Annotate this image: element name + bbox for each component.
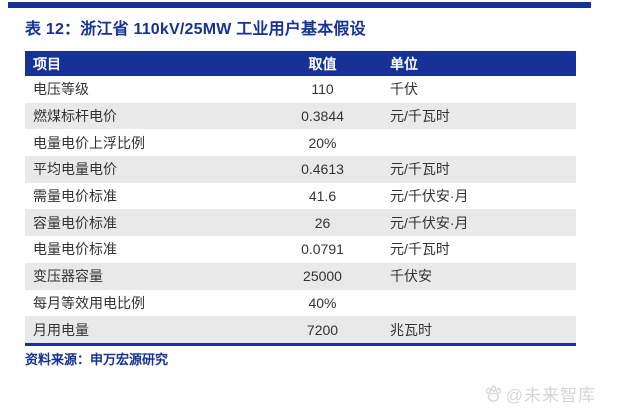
cell-unit: 元/千伏安·月 [390, 188, 469, 205]
table-body: 电压等级 110 千伏 燃煤标杆电价 0.3844 元/千瓦时 电量电价上浮比例 20% 平均电… [25, 76, 576, 343]
cell-value: 26 [314, 214, 331, 231]
cell-value: 110 [311, 81, 334, 98]
cell-value: 7200 [306, 321, 339, 338]
cell-value: 0.4613 [301, 161, 344, 178]
cell-unit: 元/千瓦时 [390, 108, 450, 125]
cell-item: 变压器容量 [33, 268, 103, 285]
cell-unit: 元/千瓦时 [390, 161, 450, 178]
table-row: 每月等效用电比例 40% [25, 289, 576, 317]
table-header-row: 项目 取值 单位 [25, 51, 576, 76]
cell-item: 每月等效用电比例 [33, 294, 145, 311]
cell-value: 20% [308, 134, 337, 151]
table-row: 电量电价上浮比例 20% [25, 129, 576, 157]
cell-unit: 千伏 [390, 81, 418, 98]
cell-value: 40% [308, 294, 337, 311]
table-row: 月用电量 7200 兆瓦时 [25, 316, 576, 343]
cell-item: 平均电量电价 [33, 161, 117, 178]
header-value: 取值 [308, 55, 337, 72]
watermark-text: @未来智库 [505, 386, 596, 405]
cell-value: 0.3844 [301, 108, 344, 125]
cell-value: 41.6 [308, 188, 337, 205]
data-source-note: 资料来源：申万宏源研究 [25, 352, 169, 367]
table-row: 电压等级 110 千伏 [25, 76, 576, 103]
table-row: 电量电价标准 0.0791 元/千瓦时 [25, 236, 576, 263]
cell-unit: 千伏安 [390, 268, 432, 285]
table-row: 平均电量电价 0.4613 元/千瓦时 [25, 156, 576, 183]
header-unit: 单位 [390, 55, 418, 72]
watermark: @未来智库 [484, 381, 596, 406]
table-row: 变压器容量 25000 千伏安 [25, 262, 576, 290]
cell-item: 容量电价标准 [33, 214, 117, 231]
cell-item: 电压等级 [33, 81, 89, 98]
cell-value: 25000 [303, 268, 342, 285]
table-row: 燃煤标杆电价 0.3844 元/千瓦时 [25, 102, 576, 130]
cell-value: 0.0791 [301, 241, 344, 258]
table-title: 表 12：浙江省 110kV/25MW 工业用户基本假设 [25, 21, 366, 38]
cell-item: 电量电价标准 [33, 241, 117, 258]
top-divider-rule [8, 2, 591, 8]
cell-item: 月用电量 [33, 321, 89, 338]
cell-unit: 元/千伏安·月 [390, 214, 469, 231]
cell-item: 需量电价标准 [33, 188, 117, 205]
assumptions-table: 项目 取值 单位 电压等级 110 千伏 燃煤标杆电价 0.3844 元/千瓦时 电量电价上… [25, 51, 576, 346]
table-row: 容量电价标准 26 元/千伏安·月 [25, 209, 576, 237]
table-row: 需量电价标准 41.6 元/千伏安·月 [25, 182, 576, 210]
paw-icon [484, 384, 503, 403]
header-item: 项目 [33, 55, 61, 72]
cell-item: 燃煤标杆电价 [33, 108, 117, 125]
cell-item: 电量电价上浮比例 [33, 134, 145, 151]
cell-unit: 元/千瓦时 [390, 241, 450, 258]
cell-unit: 兆瓦时 [390, 321, 432, 338]
